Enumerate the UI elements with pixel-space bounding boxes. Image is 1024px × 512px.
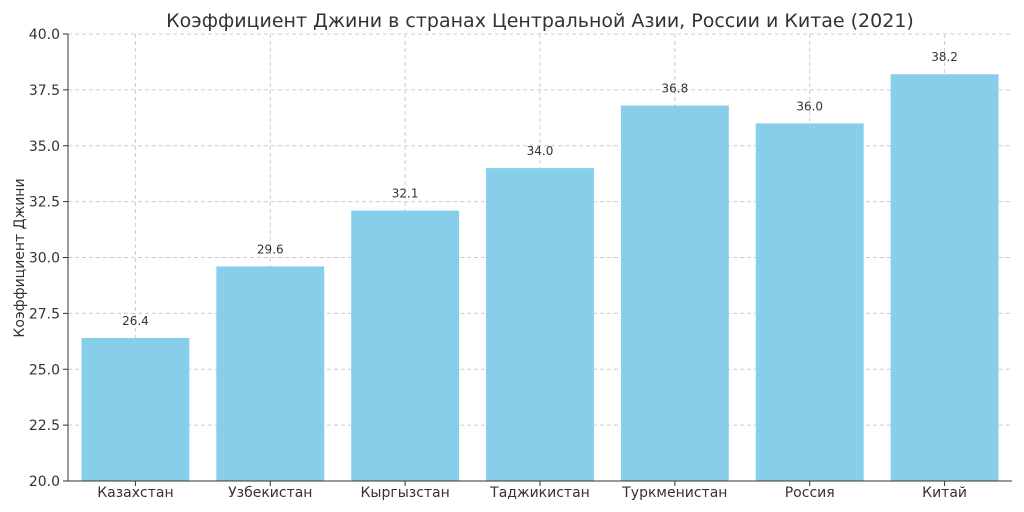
- x-tick-label: Казахстан: [97, 485, 173, 501]
- bar-value-label: 34.0: [527, 144, 554, 158]
- bar-value-label: 36.8: [661, 82, 688, 96]
- y-tick-label: 32.5: [29, 195, 60, 211]
- value-labels: 26.4 29.6 32.1 34.0 36.8 36.0 38.2: [122, 50, 958, 328]
- y-tick-label: 35.0: [29, 139, 60, 155]
- bar-value-label: 36.0: [796, 99, 823, 113]
- bar: [486, 168, 594, 481]
- chart-title: Коэффициент Джини в странах Центральной …: [166, 10, 914, 32]
- y-tick-label: 40.0: [29, 27, 60, 43]
- bar: [755, 123, 864, 482]
- x-tick-label: Россия: [785, 485, 835, 501]
- y-tick-label: 27.5: [29, 306, 60, 322]
- bar: [351, 210, 460, 481]
- y-tick-label: 25.0: [29, 362, 60, 378]
- bar-value-label: 29.6: [257, 242, 284, 256]
- x-tick-label: Туркменистан: [621, 485, 727, 501]
- bar-value-label: 38.2: [931, 50, 958, 64]
- y-tick-label: 30.0: [29, 251, 60, 267]
- x-tick-label: Таджикистан: [489, 485, 590, 501]
- x-tick-label: Китай: [922, 485, 967, 501]
- bar: [216, 266, 325, 481]
- x-tick-label: Кыргызстан: [360, 485, 449, 501]
- y-tick-label: 22.5: [29, 418, 60, 434]
- bar: [890, 74, 999, 481]
- x-tick-label: Узбекистан: [228, 485, 312, 501]
- bar-value-label: 26.4: [122, 314, 149, 328]
- y-axis-ticks: 20.0 22.5 25.0 27.5 30.0 32.5 35.0 37.5 40.0: [29, 27, 68, 490]
- bars: [81, 74, 999, 482]
- y-tick-label: 20.0: [29, 474, 60, 490]
- bar-value-label: 32.1: [392, 187, 419, 201]
- y-tick-label: 37.5: [29, 83, 60, 99]
- bar: [620, 105, 729, 482]
- bar: [81, 337, 190, 481]
- x-axis-ticks: Казахстан Узбекистан Кыргызстан Таджикистан…: [97, 481, 967, 501]
- y-axis-label: Коэффициент Джини: [12, 178, 28, 337]
